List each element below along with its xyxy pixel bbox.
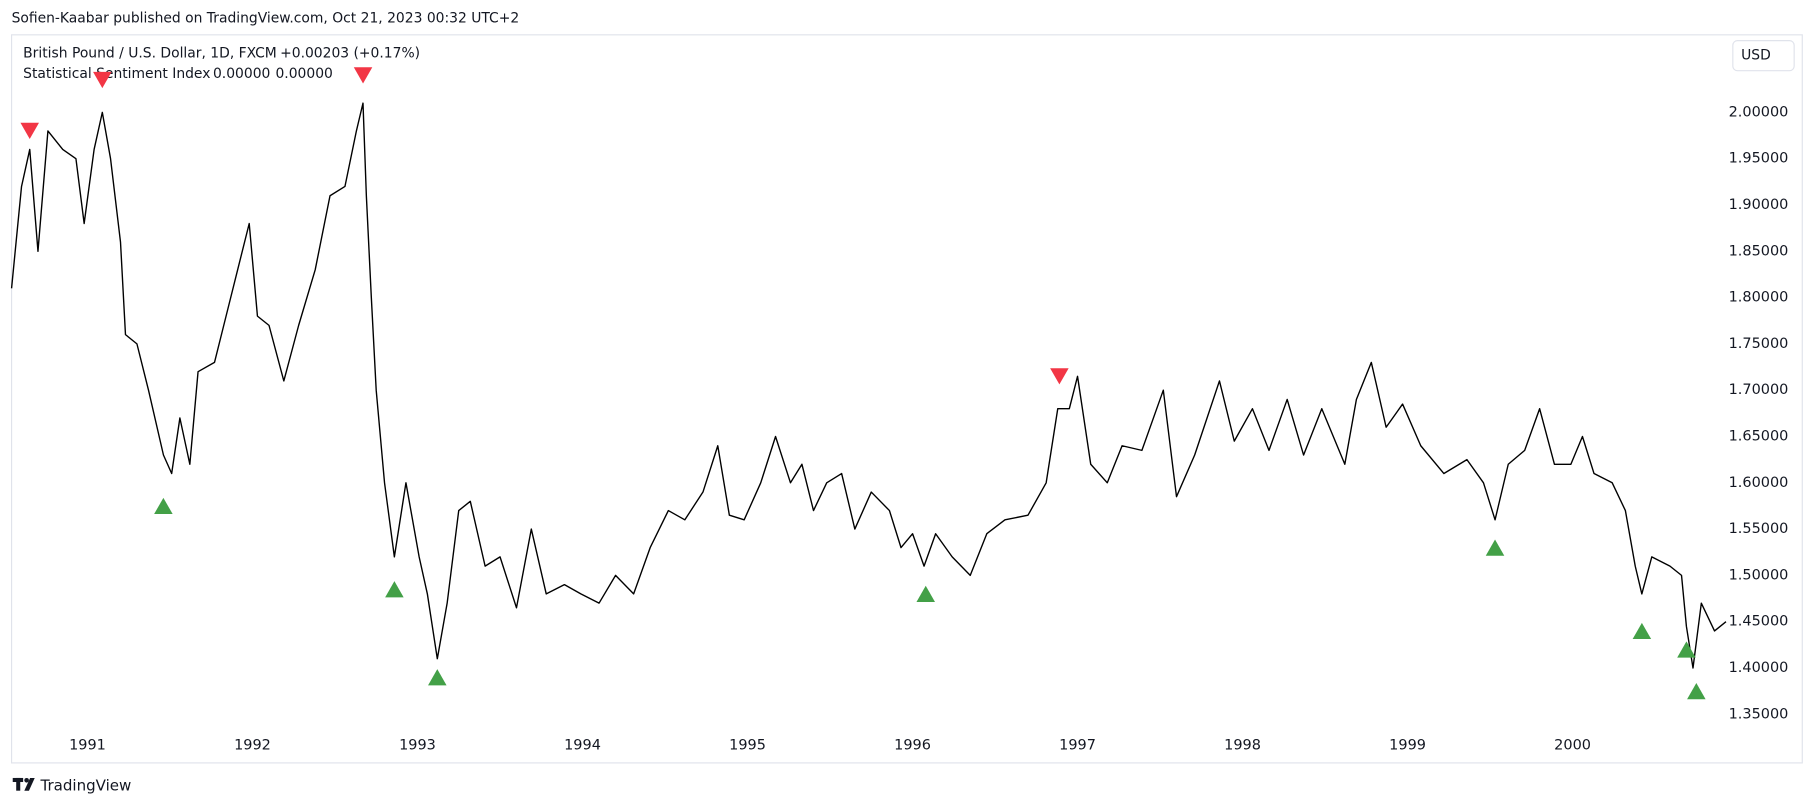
- indicator-reading: 0.00000: [213, 66, 270, 82]
- x-tick-label: 1998: [1224, 738, 1261, 754]
- y-tick-label: 1.35000: [1729, 706, 1789, 722]
- x-tick-label: 1996: [894, 738, 931, 754]
- signal-marker: [1677, 641, 1696, 658]
- x-tick-label: 1992: [234, 738, 271, 754]
- y-tick-label: 1.85000: [1729, 243, 1789, 259]
- y-tick-label: 1.90000: [1729, 197, 1789, 213]
- y-tick-label: 1.50000: [1729, 567, 1789, 583]
- chart-title: British Pound / U.S. Dollar, 1D, FXCM: [23, 45, 277, 61]
- y-tick-label: 1.75000: [1729, 336, 1789, 352]
- brand-name: TradingView: [40, 777, 132, 795]
- y-tick-label: 1.95000: [1729, 151, 1789, 167]
- y-tick-label: 2.00000: [1729, 104, 1789, 120]
- x-tick-label: 1991: [69, 738, 106, 754]
- brand-logo: [12, 777, 35, 791]
- currency-button[interactable]: [1732, 40, 1795, 72]
- y-tick-label: 1.70000: [1729, 382, 1789, 398]
- x-tick-label: 1993: [399, 738, 436, 754]
- indicator-reading: 0.00000: [275, 66, 332, 82]
- signal-marker: [353, 67, 373, 84]
- x-tick-label: 1995: [729, 738, 766, 754]
- x-tick-label: 1997: [1059, 738, 1096, 754]
- y-tick-label: 1.55000: [1729, 521, 1789, 537]
- x-tick-label: 1994: [564, 738, 601, 754]
- signal-marker: [916, 585, 935, 603]
- signal-marker: [1687, 683, 1706, 700]
- y-tick-label: 1.65000: [1729, 428, 1789, 444]
- y-tick-label: 1.80000: [1729, 290, 1789, 306]
- published-note: Sofien-Kaabar published on TradingView.c…: [12, 11, 520, 27]
- signal-marker: [428, 669, 447, 686]
- signal-marker: [1050, 368, 1069, 385]
- signal-marker: [20, 122, 39, 140]
- y-tick-label: 1.40000: [1729, 660, 1789, 676]
- x-tick-label: 1999: [1389, 738, 1426, 754]
- chart-frame: [10, 34, 1803, 764]
- price-line: [10, 102, 1727, 669]
- signal-marker: [1632, 622, 1652, 640]
- indicator-name: Statistical Sentiment Index: [23, 66, 210, 82]
- x-tick-label: 2000: [1554, 738, 1591, 754]
- price-change: +0.00203 (+0.17%): [280, 45, 420, 61]
- y-tick-label: 1.45000: [1729, 614, 1789, 630]
- currency-label: USD: [1741, 48, 1771, 64]
- axes: 1.35000 1.40000 1.45000 1.50000 1.55000 1.600…: [69, 104, 1788, 753]
- signal-marker: [93, 71, 112, 89]
- signal-marker: [1485, 539, 1505, 556]
- signal-marker: [154, 497, 173, 515]
- signal-marker: [385, 581, 404, 598]
- y-tick-label: 1.60000: [1729, 475, 1789, 491]
